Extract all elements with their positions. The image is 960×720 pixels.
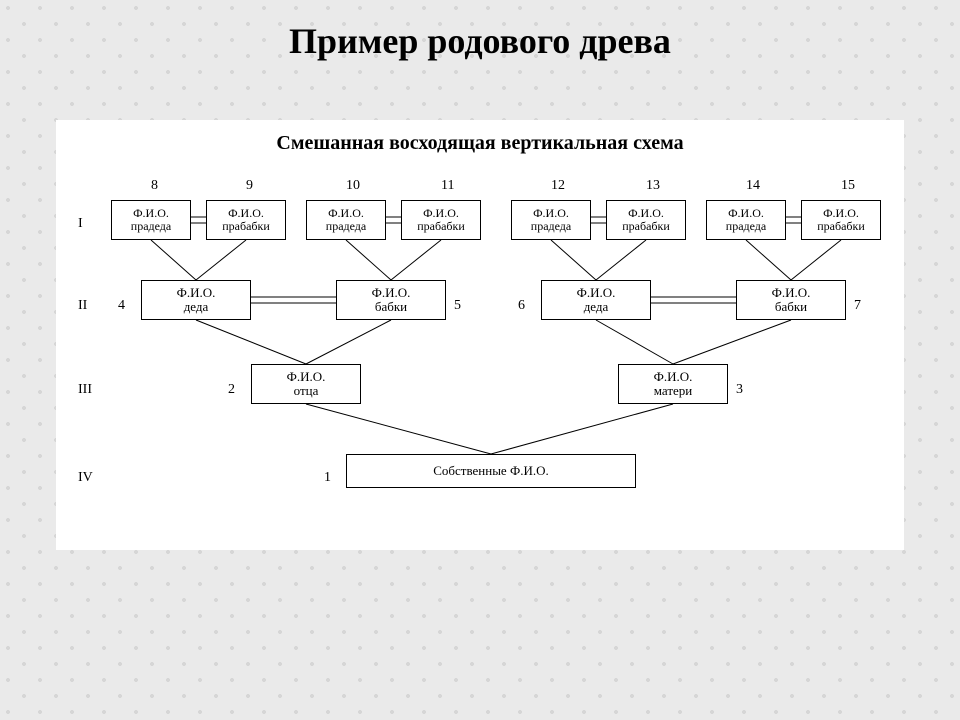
tree-node-b6: Ф.И.О. деда — [541, 280, 651, 320]
position-number-n3: 3 — [736, 382, 743, 398]
position-number-n12: 12 — [551, 178, 565, 194]
tree-node-b8: Ф.И.О. прадеда — [111, 200, 191, 240]
tree-node-b12: Ф.И.О. прадеда — [511, 200, 591, 240]
tree-node-b4: Ф.И.О. деда — [141, 280, 251, 320]
position-number-n13: 13 — [646, 178, 660, 194]
page-title: Пример родового древа — [0, 20, 960, 62]
generation-label-I: I — [78, 216, 83, 232]
tree-node-b1: Собственные Ф.И.О. — [346, 454, 636, 488]
tree-node-b13: Ф.И.О. прабабки — [606, 200, 686, 240]
tree-node-b10: Ф.И.О. прадеда — [306, 200, 386, 240]
tree-node-b14: Ф.И.О. прадеда — [706, 200, 786, 240]
position-number-n6: 6 — [518, 298, 525, 314]
position-number-n4: 4 — [118, 298, 125, 314]
stage: Пример родового древа Смешанная восходящ… — [0, 0, 960, 720]
tree-node-b3: Ф.И.О. матери — [618, 364, 728, 404]
generation-label-II: II — [78, 298, 87, 314]
position-number-n8: 8 — [151, 178, 158, 194]
position-number-n1: 1 — [324, 470, 331, 486]
tree-node-b5: Ф.И.О. бабки — [336, 280, 446, 320]
tree-node-b15: Ф.И.О. прабабки — [801, 200, 881, 240]
position-number-n9: 9 — [246, 178, 253, 194]
tree-node-b9: Ф.И.О. прабабки — [206, 200, 286, 240]
tree-node-b2: Ф.И.О. отца — [251, 364, 361, 404]
position-number-n14: 14 — [746, 178, 760, 194]
tree-node-b11: Ф.И.О. прабабки — [401, 200, 481, 240]
position-number-n10: 10 — [346, 178, 360, 194]
generation-label-IV: IV — [78, 470, 93, 486]
position-number-n5: 5 — [454, 298, 461, 314]
position-number-n2: 2 — [228, 382, 235, 398]
position-number-n15: 15 — [841, 178, 855, 194]
diagram-panel: Смешанная восходящая вертикальная схема … — [56, 120, 904, 550]
tree-node-b7: Ф.И.О. бабки — [736, 280, 846, 320]
position-number-n11: 11 — [441, 178, 454, 194]
position-number-n7: 7 — [854, 298, 861, 314]
generation-label-III: III — [78, 382, 92, 398]
